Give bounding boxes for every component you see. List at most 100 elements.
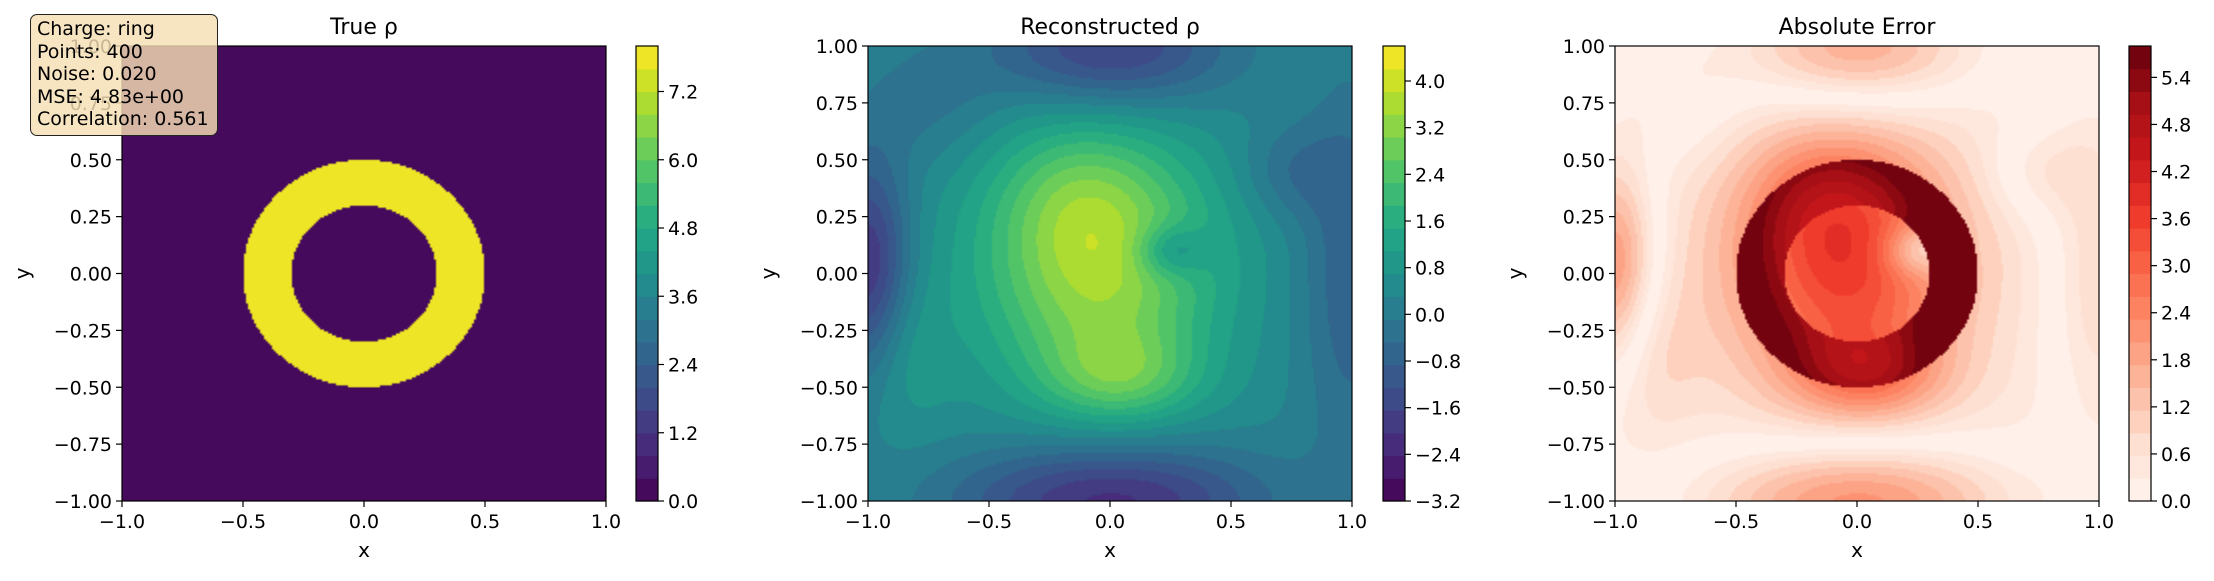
colorbar-tick-label: 1.6 [1415,211,1445,233]
colorbar-band [636,91,658,115]
colorbar-band [636,296,658,320]
y-tick-label: 0.50 [1563,150,1605,172]
colorbar-band [1383,182,1405,206]
x-tick-label: 1.0 [2084,511,2114,533]
colorbar-band [1383,159,1405,184]
colorbar-tick-label: 7.2 [668,82,698,104]
info-line-points: Points: 400 [37,40,143,63]
x-tick-label: 0.5 [1963,511,1993,533]
colorbar-band [1383,46,1405,70]
colorbar-band [636,341,658,366]
colorbar-band [2129,205,2151,229]
panel-2: Reconstructed ρ −1.0 −0.5 0.0 0.5 1.0 −1.00 −0.… [756,15,1461,562]
colorbar-band [636,46,658,70]
colorbar-band [636,387,658,411]
colorbar-band [2129,364,2151,388]
colorbar-tick-label: 1.2 [668,423,698,445]
colorbar-band [1383,387,1405,411]
colorbar-tick-label: −1.6 [1415,398,1461,420]
colorbar-band [1383,273,1405,297]
colorbar-band [1383,455,1405,479]
colorbar-tick-label: 4.0 [1415,71,1445,93]
colorbar-band [2129,46,2151,70]
y-axis-label: y [756,267,780,279]
colorbar-band [636,410,658,434]
y-tick-label: 0.50 [70,150,112,172]
colorbar-band [1383,410,1405,434]
colorbar-band [2129,319,2151,343]
panel-title: Absolute Error [1779,15,1937,40]
colorbar-tick-label: 0.0 [1415,304,1445,326]
y-tick-label: 0.00 [816,264,858,286]
y-tick-label: −0.50 [54,377,112,399]
y-tick-label: −0.50 [800,377,858,399]
y-tick-label: 1.00 [1563,36,1605,58]
x-tick-label: −0.5 [966,511,1012,533]
colorbar-band [1383,228,1405,252]
colorbar-tick-label: 4.8 [668,218,698,240]
colorbar-band [1383,114,1405,138]
panel-3: Absolute Error −1.0 −0.5 0.0 0.5 1.0 −1.00 −0.7… [1503,15,2191,562]
colorbar-tick-label: −2.4 [1415,444,1461,466]
y-tick-label: −0.25 [1547,320,1605,342]
colorbar-band [1383,205,1405,229]
y-tick-label: −1.00 [1547,491,1605,513]
heatmap-image-3 [1615,46,2099,501]
y-tick-label: 0.25 [816,207,858,229]
info-line-noise: Noise: 0.020 [37,63,157,85]
colorbar-band [636,273,658,297]
colorbar-1: 0.0 1.2 2.4 3.6 4.8 6.0 7.2 [635,45,698,513]
x-tick-label: −1.0 [1592,511,1638,533]
heatmap-image-2 [868,46,1352,501]
colorbar-tick-label: 0.0 [668,491,698,513]
y-tick-label: 0.50 [816,150,858,172]
colorbar-band [2129,250,2151,275]
x-tick-label: 1.0 [591,511,621,533]
colorbar-band [2129,432,2151,457]
colorbar-tick-label: 2.4 [668,355,698,377]
y-tick-label: 0.00 [70,264,112,286]
x-tick-label: 0.5 [470,511,500,533]
x-axis-label: x [1104,538,1116,562]
colorbar-band [2129,273,2151,297]
y-tick-label: 1.00 [816,36,858,58]
x-tick-label: 0.0 [1842,511,1872,533]
colorbar-band [2129,296,2151,320]
colorbar-band [2129,341,2151,366]
colorbar-tick-label: −0.8 [1415,351,1461,373]
colorbar-band [2129,455,2151,479]
colorbar-band [636,182,658,206]
x-tick-label: 0.0 [349,511,379,533]
colorbar-band [1383,137,1405,161]
y-tick-label: 0.25 [1563,207,1605,229]
colorbar-tick-label: 3.0 [2161,256,2191,278]
colorbar-band [636,68,658,93]
colorbar-band [1383,364,1405,388]
colorbar-band [1383,432,1405,457]
colorbar-band [636,432,658,457]
x-tick-label: −0.5 [1713,511,1759,533]
x-tick-label: 1.0 [1337,511,1367,533]
colorbar-band [636,478,658,502]
colorbar-band [2129,410,2151,434]
colorbar-tick-label: 6.0 [668,150,698,172]
y-tick-label: −1.00 [54,491,112,513]
colorbar-tick-label: 0.6 [2161,444,2191,466]
colorbar-tick-label: 2.4 [1415,164,1445,186]
y-tick-label: −0.75 [1547,434,1605,456]
y-tick-label: 0.75 [816,93,858,115]
colorbar-tick-label: 3.2 [1415,118,1445,140]
colorbar-band [636,319,658,343]
colorbar-band [2129,159,2151,184]
colorbar-tick-label: 3.6 [668,286,698,308]
colorbar-frame [2128,45,2152,502]
colorbar-band [636,455,658,479]
colorbar-band [2129,137,2151,161]
colorbar-band [2129,114,2151,138]
colorbar-band [1383,250,1405,275]
y-tick-label: −0.25 [800,320,858,342]
colorbar-band [2129,182,2151,206]
colorbar-tick-label: 4.2 [2161,162,2191,184]
x-axis-label: x [1851,538,1863,562]
